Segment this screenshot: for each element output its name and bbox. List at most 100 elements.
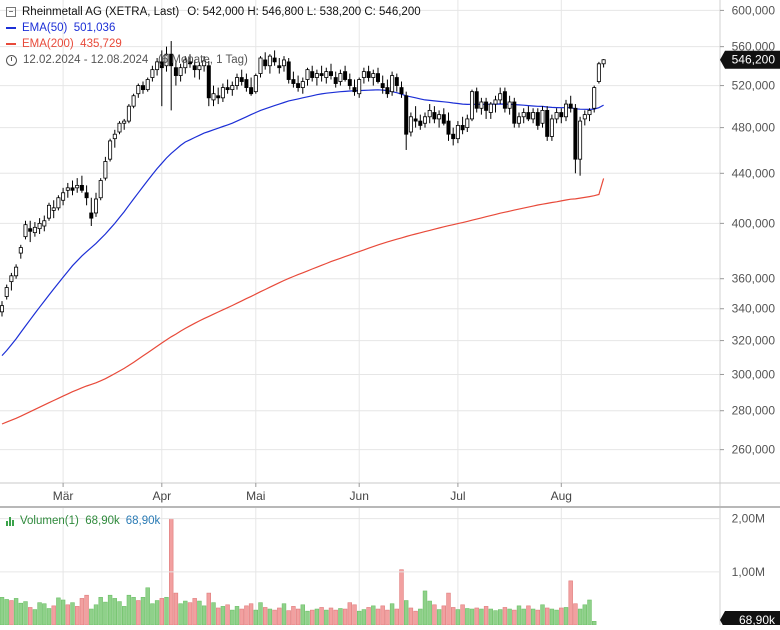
ema50-layer — [1, 89, 604, 357]
candle — [549, 114, 554, 141]
ema200-label: EMA(200) — [22, 38, 74, 50]
volume-value-alt: 68,90k — [125, 515, 161, 527]
candle — [79, 175, 84, 193]
volume-bar — [23, 601, 28, 626]
candle — [408, 112, 413, 137]
candle — [545, 106, 550, 141]
candle — [89, 197, 94, 227]
volume-bar — [262, 607, 268, 626]
volume-bar — [65, 604, 71, 626]
volume-bar — [37, 602, 42, 626]
candle-body — [84, 192, 89, 199]
candle-body — [239, 77, 244, 82]
volume-bar — [521, 608, 526, 626]
candle — [324, 67, 329, 84]
volume-axis: 2,00M 1,00M — [0, 512, 765, 579]
volume-bar — [173, 592, 179, 626]
volume-bar — [544, 607, 550, 626]
candle — [220, 83, 225, 102]
candle — [413, 106, 418, 128]
volume-bar — [164, 597, 169, 626]
candle-body — [441, 114, 446, 124]
volume-bar — [272, 609, 277, 626]
month-tick-label: Mai — [246, 489, 265, 503]
candle-body — [465, 118, 470, 129]
candle-body — [310, 71, 315, 78]
candle — [343, 65, 348, 82]
volume-bar — [216, 607, 221, 626]
candle — [437, 110, 442, 128]
volume-bar — [352, 604, 357, 626]
candle-body — [517, 116, 522, 124]
candle — [432, 106, 437, 124]
candle-body — [375, 73, 380, 82]
candle-body — [526, 112, 531, 120]
candle — [479, 97, 484, 115]
candle-body — [507, 101, 512, 109]
candle — [178, 63, 183, 82]
candle — [507, 95, 512, 115]
price-tick-label: 400,000 — [732, 216, 776, 230]
candle-body — [484, 101, 489, 111]
volume-bar — [356, 610, 362, 626]
candle — [465, 114, 470, 133]
candle — [361, 67, 366, 84]
volume-bar — [309, 609, 315, 626]
candle — [375, 67, 380, 84]
candle-body — [216, 95, 221, 99]
volume-bar — [422, 590, 428, 626]
candle — [314, 69, 319, 86]
candle-body — [0, 305, 4, 313]
price-tick-label: 280,000 — [732, 404, 776, 418]
candle-body — [366, 71, 371, 78]
clock-icon — [6, 54, 17, 66]
volume-bar — [559, 607, 564, 626]
volume-bar — [131, 597, 136, 626]
month-tick-label: Jul — [450, 489, 465, 503]
candle-body — [164, 53, 169, 67]
candle — [202, 56, 207, 72]
candle-body — [28, 228, 33, 232]
candle — [234, 73, 239, 90]
candle-body — [197, 65, 202, 71]
candle — [582, 110, 587, 126]
volume-bar — [432, 604, 437, 626]
candle — [249, 77, 254, 96]
candle-body — [390, 75, 395, 93]
candle-body — [65, 187, 70, 191]
candle — [451, 127, 456, 146]
volume-bar — [347, 602, 352, 626]
candle-body — [357, 79, 362, 95]
volume-bar — [93, 604, 99, 626]
ema200-layer — [1, 178, 605, 425]
candle — [112, 129, 117, 148]
candle — [150, 65, 155, 82]
volume-bar — [342, 608, 348, 626]
volume-bar — [4, 599, 9, 626]
volume-bar — [18, 602, 23, 626]
candle — [272, 50, 277, 66]
candle — [277, 58, 282, 74]
candle-body — [328, 71, 333, 76]
volume-bar — [413, 610, 418, 626]
candle — [18, 244, 23, 259]
legend-ema200-row[interactable]: EMA(200) 435,729 — [6, 36, 427, 52]
volume-bar — [291, 606, 296, 626]
volume-bar — [479, 608, 484, 626]
candle — [310, 65, 315, 82]
volume-bar — [530, 608, 536, 626]
candle-body — [413, 118, 418, 122]
candle-body — [493, 99, 498, 105]
candle-body — [385, 87, 390, 95]
candle-body — [451, 133, 456, 140]
volume-bar — [483, 606, 489, 626]
legend-ema50-row[interactable]: EMA(50) 501,036 — [6, 20, 427, 36]
collapse-icon[interactable] — [6, 7, 16, 17]
candle — [126, 104, 131, 124]
candle-body — [37, 222, 42, 230]
volume-bar — [328, 607, 334, 626]
candle — [347, 73, 352, 90]
volume-bar — [197, 600, 202, 626]
candle-body — [108, 140, 113, 160]
